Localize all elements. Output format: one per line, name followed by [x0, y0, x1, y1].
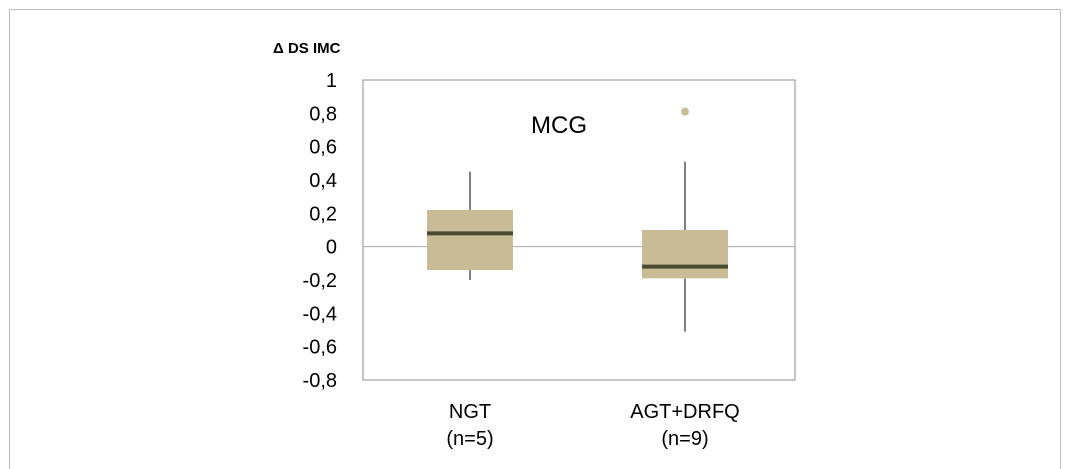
x-category-sample-size: (n=9): [661, 428, 708, 450]
y-tick-label: -0,8: [303, 370, 337, 392]
y-tick-label: 0,4: [309, 170, 337, 192]
chart-annotation: MCG: [531, 112, 587, 139]
y-tick-label: 0,8: [309, 103, 337, 125]
y-tick-label: 0,6: [309, 137, 337, 159]
y-tick-label: 0: [326, 237, 337, 259]
x-category-sample-size: (n=5): [446, 428, 493, 450]
y-tick-label: -0,4: [303, 303, 337, 325]
x-category-label: AGT+DRFQ: [630, 401, 739, 423]
chart-frame: [9, 9, 1061, 469]
y-tick-label: -0,6: [303, 337, 337, 359]
y-tick-label: 0,2: [309, 203, 337, 225]
outlier-point: [681, 107, 689, 116]
box: [427, 210, 513, 270]
box: [642, 230, 728, 279]
plot-area: 1 0,8 0,6 0,4 0,2 0 -0,2 -0,4 -0,6 -0,8 NGT (n=5) AG…: [303, 70, 796, 450]
x-category-label: NGT: [449, 401, 491, 423]
y-axis-label: Δ DS IMC: [273, 40, 341, 57]
y-tick-label: 1: [326, 70, 337, 92]
plot-border: [362, 79, 796, 381]
y-tick-label: -0,2: [303, 270, 337, 292]
